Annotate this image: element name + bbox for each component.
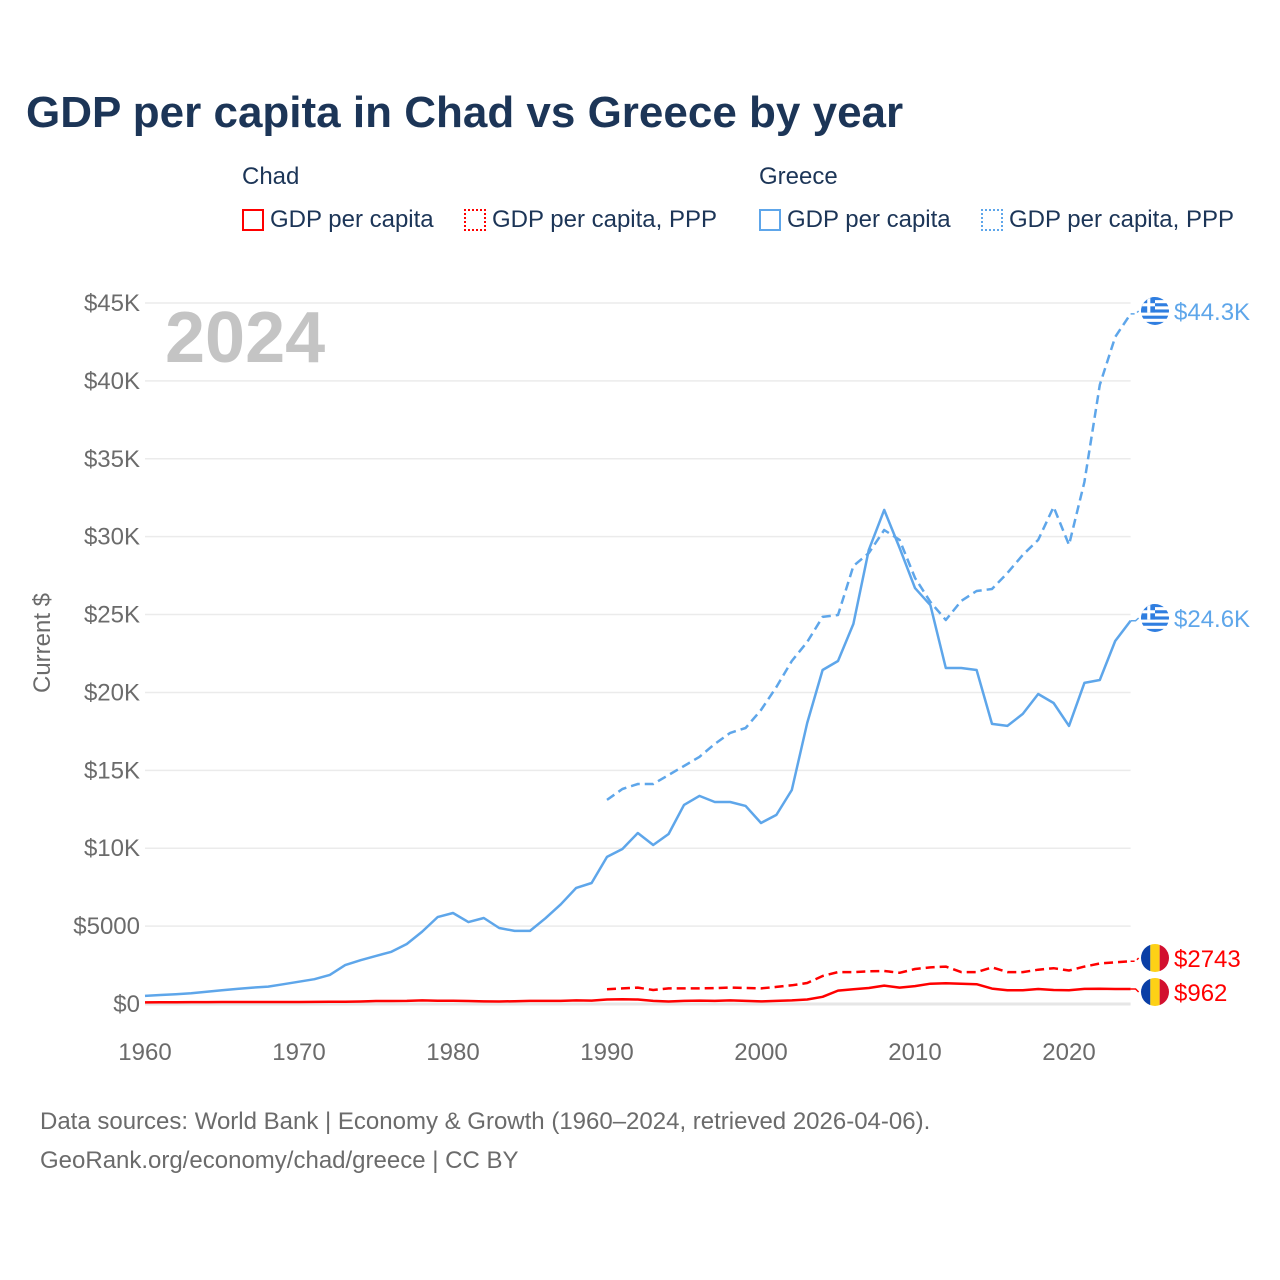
chad-ppp-end-label: $2743 xyxy=(1174,946,1241,973)
chad-flag-icon xyxy=(1141,978,1169,1006)
y-tick-label: $35K xyxy=(84,446,140,473)
footer-sources: Data sources: World Bank | Economy & Gro… xyxy=(40,1108,931,1135)
end-connector xyxy=(1130,310,1140,315)
y-tick-label: $30K xyxy=(84,524,140,551)
flag-stripe xyxy=(1150,978,1160,1006)
y-axis-label: Current $ xyxy=(29,593,56,693)
end-connector xyxy=(1130,617,1140,622)
flag-stripe xyxy=(1150,944,1160,972)
legend-greece-gdp[interactable]: GDP per capita xyxy=(759,206,951,234)
chad-gdp-line xyxy=(144,982,1131,1004)
y-tick-label: $40K xyxy=(84,368,140,395)
flag-stripe xyxy=(1141,315,1169,319)
flag-stripe xyxy=(1141,321,1169,325)
y-tick-label: $25K xyxy=(84,602,140,629)
legend-label: GDP per capita xyxy=(787,206,951,233)
footer-credit: GeoRank.org/economy/chad/greece | CC BY xyxy=(40,1147,519,1174)
flag-cross xyxy=(1147,297,1151,313)
legend-chad-ppp[interactable]: GDP per capita, PPP xyxy=(464,206,717,234)
flag-stripe xyxy=(1141,628,1169,632)
end-connector xyxy=(1130,957,1140,963)
x-tick-label: 1970 xyxy=(272,1039,325,1066)
legend-chad-gdp[interactable]: GDP per capita xyxy=(242,206,434,234)
chad-gdp-end-label: $962 xyxy=(1174,980,1227,1007)
chad-flag-icon xyxy=(1141,944,1169,972)
year-overlay: 2024 xyxy=(165,298,325,378)
greece-flag-icon xyxy=(1141,297,1169,325)
y-tick-label: $45K xyxy=(84,290,140,317)
legend-swatch-dotted xyxy=(981,209,1003,231)
y-tick-label: $20K xyxy=(84,679,140,706)
flag-stripe xyxy=(1141,622,1169,626)
x-tick-label: 1980 xyxy=(426,1039,479,1066)
greece-gdp-end-label: $24.6K xyxy=(1174,606,1250,633)
y-tick-label: $15K xyxy=(84,757,140,784)
flag-stripe xyxy=(1159,978,1169,1006)
legend-swatch-dotted xyxy=(464,209,486,231)
chad-ppp-line xyxy=(606,960,1131,992)
chart-title: GDP per capita in Chad vs Greece by year xyxy=(26,88,904,137)
legend-greece-ppp[interactable]: GDP per capita, PPP xyxy=(981,206,1234,234)
x-tick-label: 2020 xyxy=(1042,1039,1095,1066)
legend-label: GDP per capita xyxy=(270,206,434,233)
x-tick-label: 1960 xyxy=(118,1039,171,1066)
flag-cross xyxy=(1147,604,1151,620)
greece-ppp-end-label: $44.3K xyxy=(1174,299,1250,326)
legend-label: GDP per capita, PPP xyxy=(492,206,717,233)
legend-swatch-solid xyxy=(759,209,781,231)
legend-group-greece: Greece xyxy=(759,163,838,190)
x-tick-label: 2000 xyxy=(734,1039,787,1066)
legend-label: GDP per capita, PPP xyxy=(1009,206,1234,233)
greece-gdp-line xyxy=(144,508,1132,998)
end-connector xyxy=(1130,988,1140,993)
y-tick-label: $0 xyxy=(113,991,140,1018)
legend-group-chad: Chad xyxy=(242,163,300,190)
y-tick-label: $5000 xyxy=(73,913,140,940)
y-tick-label: $10K xyxy=(84,835,140,862)
greece-ppp-line xyxy=(606,313,1132,801)
greece-flag-icon xyxy=(1141,604,1169,632)
flag-stripe xyxy=(1141,944,1151,972)
flag-stripe xyxy=(1159,944,1169,972)
legend-swatch-solid xyxy=(242,209,264,231)
flag-stripe xyxy=(1141,978,1151,1006)
x-tick-label: 2010 xyxy=(888,1039,941,1066)
x-tick-label: 1990 xyxy=(580,1039,633,1066)
